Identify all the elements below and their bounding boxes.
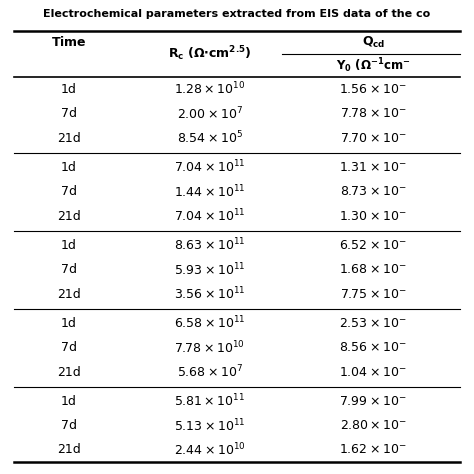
Text: $\mathbf{R_c\ (\Omega{\cdot}cm^{2.5})}$: $\mathbf{R_c\ (\Omega{\cdot}cm^{2.5})}$ <box>168 45 252 64</box>
Text: 1d: 1d <box>61 161 77 174</box>
Text: $1.31\times 10^{-}$: $1.31\times 10^{-}$ <box>339 161 407 174</box>
Text: 7d: 7d <box>61 419 77 432</box>
Text: $5.68\times 10^{7}$: $5.68\times 10^{7}$ <box>177 364 243 380</box>
Text: Electrochemical parameters extracted from EIS data of the co: Electrochemical parameters extracted fro… <box>44 9 430 18</box>
Text: $8.63\times 10^{11}$: $8.63\times 10^{11}$ <box>174 237 246 254</box>
Text: 7d: 7d <box>61 263 77 276</box>
Text: $3.56\times 10^{11}$: $3.56\times 10^{11}$ <box>174 286 246 302</box>
Text: $\mathbf{Y_0\ (\Omega^{-1}cm^{-}}$: $\mathbf{Y_0\ (\Omega^{-1}cm^{-}}$ <box>336 56 410 75</box>
Text: $7.99\times 10^{-}$: $7.99\times 10^{-}$ <box>339 395 407 408</box>
Text: $1.04\times 10^{-}$: $1.04\times 10^{-}$ <box>339 365 407 379</box>
Text: $8.54\times 10^{5}$: $8.54\times 10^{5}$ <box>177 130 243 146</box>
Text: 1d: 1d <box>61 317 77 330</box>
Text: $1.62\times 10^{-}$: $1.62\times 10^{-}$ <box>339 444 407 456</box>
Text: $1.28\times 10^{10}$: $1.28\times 10^{10}$ <box>174 81 246 98</box>
Text: 7d: 7d <box>61 341 77 354</box>
Text: 21d: 21d <box>57 444 81 456</box>
Text: $6.58\times 10^{11}$: $6.58\times 10^{11}$ <box>174 315 246 331</box>
Text: $5.93\times 10^{11}$: $5.93\times 10^{11}$ <box>174 261 246 278</box>
Text: $7.70\times 10^{-}$: $7.70\times 10^{-}$ <box>340 132 407 145</box>
Text: 1d: 1d <box>61 83 77 96</box>
Text: $7.04\times 10^{11}$: $7.04\times 10^{11}$ <box>174 159 246 176</box>
Text: 21d: 21d <box>57 365 81 379</box>
Text: $7.75\times 10^{-}$: $7.75\times 10^{-}$ <box>340 288 407 301</box>
Text: 7d: 7d <box>61 107 77 120</box>
Text: $2.44\times 10^{10}$: $2.44\times 10^{10}$ <box>174 442 246 458</box>
Text: $1.56\times 10^{-}$: $1.56\times 10^{-}$ <box>339 83 407 96</box>
Text: $8.73\times 10^{-}$: $8.73\times 10^{-}$ <box>340 185 407 198</box>
Text: 21d: 21d <box>57 132 81 145</box>
Text: $1.30\times 10^{-}$: $1.30\times 10^{-}$ <box>339 210 407 223</box>
Text: $\mathbf{Q_{cd}}$: $\mathbf{Q_{cd}}$ <box>362 35 385 50</box>
Text: $\bf{Time}$: $\bf{Time}$ <box>51 35 87 49</box>
Text: $7.78\times 10^{-}$: $7.78\times 10^{-}$ <box>340 107 407 120</box>
Text: $2.53\times 10^{-}$: $2.53\times 10^{-}$ <box>339 317 407 330</box>
Text: $2.80\times 10^{-}$: $2.80\times 10^{-}$ <box>340 419 407 432</box>
Text: $7.04\times 10^{11}$: $7.04\times 10^{11}$ <box>174 208 246 225</box>
Text: $7.78\times 10^{10}$: $7.78\times 10^{10}$ <box>174 339 245 356</box>
Text: 7d: 7d <box>61 185 77 198</box>
Text: $8.56\times 10^{-}$: $8.56\times 10^{-}$ <box>339 341 407 354</box>
Text: 1d: 1d <box>61 395 77 408</box>
Text: $5.13\times 10^{11}$: $5.13\times 10^{11}$ <box>174 417 246 434</box>
Text: $6.52\times 10^{-}$: $6.52\times 10^{-}$ <box>339 239 407 252</box>
Text: 21d: 21d <box>57 210 81 223</box>
Text: $1.68\times 10^{-}$: $1.68\times 10^{-}$ <box>339 263 407 276</box>
Text: $1.44\times 10^{11}$: $1.44\times 10^{11}$ <box>174 183 246 200</box>
Text: $5.81\times 10^{11}$: $5.81\times 10^{11}$ <box>174 393 246 410</box>
Text: 21d: 21d <box>57 288 81 301</box>
Text: $2.00\times 10^{7}$: $2.00\times 10^{7}$ <box>177 106 243 122</box>
Text: 1d: 1d <box>61 239 77 252</box>
